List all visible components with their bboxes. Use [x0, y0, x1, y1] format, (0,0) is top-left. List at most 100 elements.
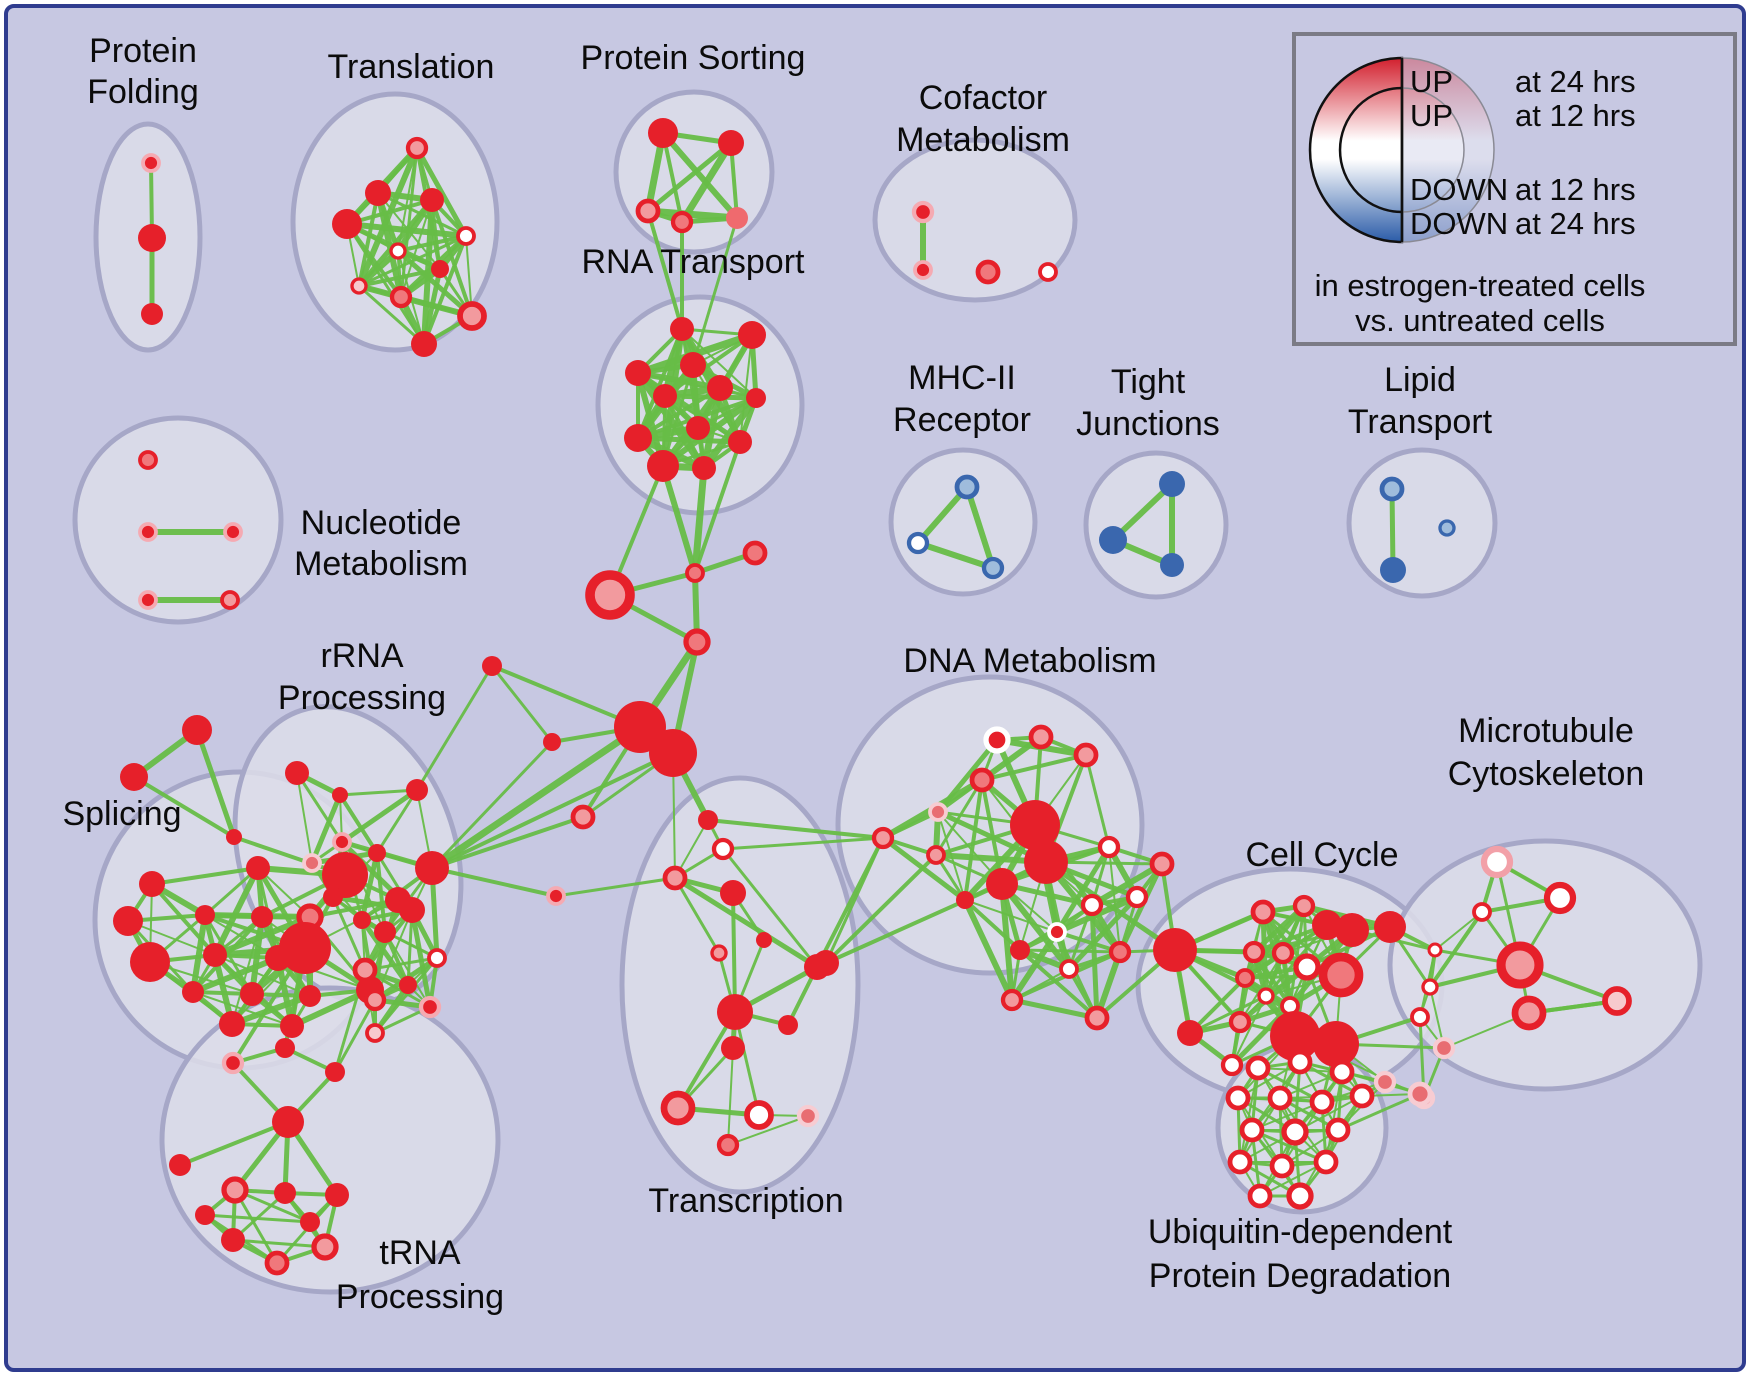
node-tn-1 [169, 1154, 191, 1176]
node-mt-2 [1472, 902, 1492, 922]
edge [645, 140, 734, 214]
node-ps-0 [648, 118, 678, 148]
edge [430, 815, 585, 870]
node-ub-15 [1373, 1070, 1397, 1094]
edge [636, 327, 684, 440]
edge [635, 435, 743, 445]
edge [190, 955, 281, 995]
node-mt-6 [1410, 1007, 1430, 1027]
edge [430, 751, 675, 870]
edge [1067, 903, 1094, 971]
node-sp-4 [113, 906, 143, 936]
node-dm-14 [1047, 922, 1067, 942]
edge [231, 1238, 327, 1249]
node-net-9 [546, 886, 566, 906]
cluster-ellipse-mhc [888, 447, 1038, 597]
node-rr-16 [365, 1023, 385, 1043]
node-tc-11 [744, 1100, 774, 1130]
node-tj-1 [1099, 526, 1127, 554]
node-ub-11 [1269, 1153, 1295, 1179]
node-tc-3 [720, 880, 746, 906]
node-net-0 [685, 563, 705, 583]
legend-entry-time-3: at 24 hrs [1515, 206, 1636, 241]
node-ub-0 [1245, 1055, 1271, 1081]
node-rt-6 [746, 388, 766, 408]
edge [178, 1120, 290, 1167]
node-dm-2 [1073, 742, 1099, 768]
edge [357, 284, 426, 346]
node-nm-0 [138, 450, 158, 470]
node-tc-4 [756, 932, 772, 948]
node-tc-8 [778, 1015, 798, 1035]
node-tr-6 [431, 260, 449, 278]
node-rt-11 [692, 456, 716, 480]
edge [646, 209, 684, 331]
node-dm-17 [1084, 1005, 1110, 1031]
node-ub-4 [1267, 1085, 1293, 1111]
node-rr-12 [352, 957, 378, 983]
node-tc-12 [796, 1104, 820, 1128]
legend-entry-word-3: DOWN [1410, 206, 1508, 241]
edge [678, 139, 735, 226]
node-net-10 [182, 715, 212, 745]
node-ub-7 [1239, 1117, 1265, 1143]
node-nm-1 [138, 522, 158, 542]
node-rr-14 [363, 988, 387, 1012]
edge [194, 727, 237, 840]
cluster-ellipse-transcription [619, 775, 861, 1195]
node-tn-5 [221, 1176, 249, 1204]
edge [490, 664, 554, 744]
edge [727, 1047, 734, 1146]
edge [296, 772, 313, 864]
edge [132, 775, 236, 839]
edge [338, 793, 379, 855]
node-sp-0 [322, 852, 368, 898]
node-net-3 [683, 628, 711, 656]
node-net-7 [543, 733, 561, 751]
edge [1084, 753, 1111, 849]
node-mt-7 [1511, 995, 1547, 1031]
node-tr-7 [350, 277, 368, 295]
node-tc-2 [662, 865, 688, 891]
node-ub-1 [1287, 1049, 1313, 1075]
node-tn-9 [311, 1233, 339, 1261]
node-rr-10 [399, 897, 425, 923]
node-net-1 [585, 570, 635, 620]
edge [963, 778, 984, 902]
node-net-2 [742, 540, 768, 566]
edge [1428, 910, 1484, 989]
node-cf-0 [911, 200, 935, 224]
node-tr-9 [457, 301, 487, 331]
node-mh-2 [981, 556, 1005, 580]
node-rt-5 [653, 384, 677, 408]
node-tn-11 [195, 1205, 215, 1225]
node-pf-0 [141, 153, 161, 173]
node-cf-3 [1038, 262, 1058, 282]
edge [229, 993, 313, 1027]
node-cf-1 [913, 260, 933, 280]
edge [1043, 859, 1178, 953]
node-tj-0 [1159, 471, 1185, 497]
node-mt-0 [1480, 845, 1514, 879]
node-dm-19 [956, 891, 974, 909]
node-tr-2 [332, 209, 362, 239]
edge [415, 664, 494, 792]
node-cc-1 [1292, 894, 1316, 918]
node-cf-2 [975, 259, 1001, 285]
edge [233, 1188, 279, 1265]
node-nm-3 [138, 590, 158, 610]
cluster-label-microtubule: Microtubule Cytoskeleton [1448, 712, 1645, 793]
node-ub-14 [1247, 1183, 1273, 1209]
cluster-label-nucleotide: Nucleotide Metabolism [294, 504, 468, 583]
edge [409, 907, 433, 1010]
node-nm-4 [220, 590, 240, 610]
node-sp-16 [219, 1011, 245, 1037]
edge [554, 876, 677, 898]
node-tc-9 [721, 1036, 745, 1060]
edge [359, 917, 411, 988]
node-tr-0 [405, 136, 429, 160]
edge [731, 891, 737, 1014]
node-dm-12 [1125, 885, 1149, 909]
